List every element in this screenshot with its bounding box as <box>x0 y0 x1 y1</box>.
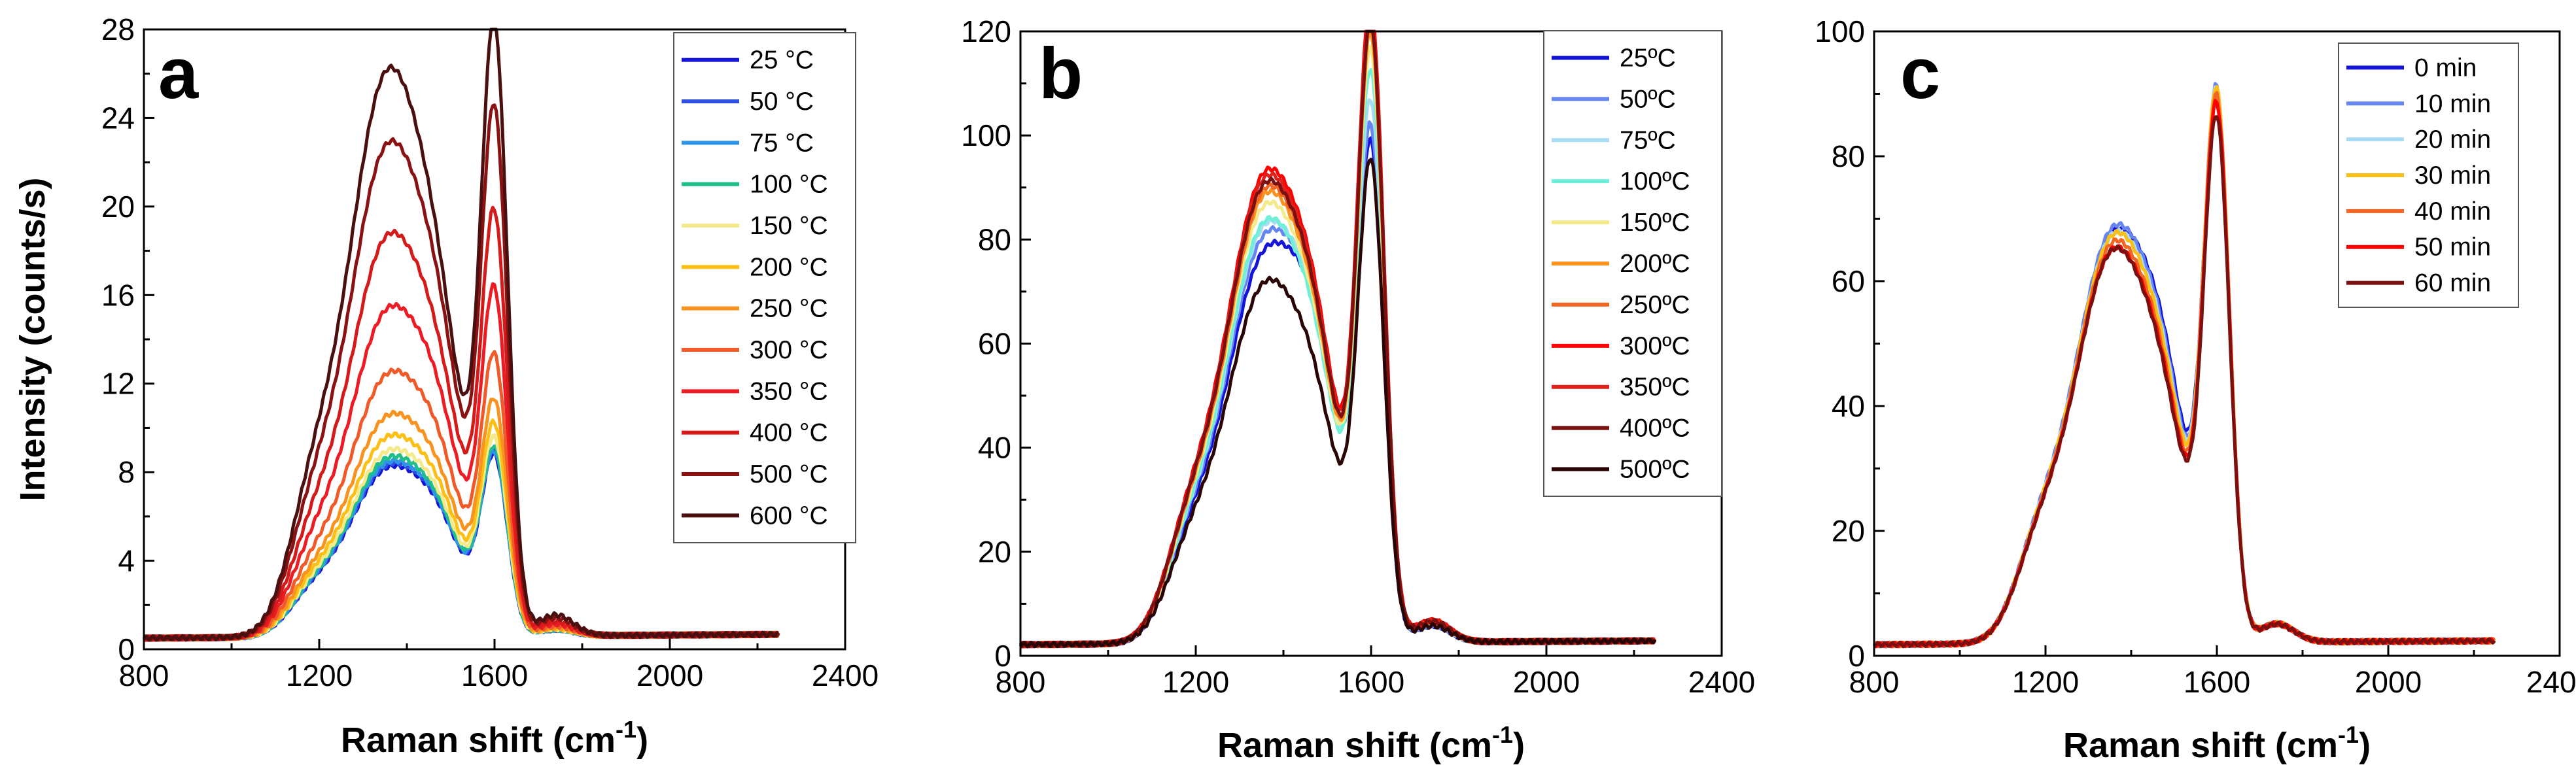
panel-a-y-tick-label-7: 28 <box>101 12 135 46</box>
panel-a-x-tick-label-4: 2400 <box>812 658 879 692</box>
panel-b-legend-label-11: 500ºC <box>1620 456 1690 484</box>
panel-c-x-tick-label-4: 2400 <box>2526 665 2576 699</box>
panel-c-x-tick-label-3: 2000 <box>2355 665 2422 699</box>
panel-c-legend-label-3: 20 min <box>2414 126 2491 154</box>
panel-a-y-tick-label-3: 12 <box>101 367 135 401</box>
panel-a-legend-label-4: 100 °C <box>750 171 828 199</box>
panel-c-y-tick-label-5: 100 <box>1815 14 1865 48</box>
panel-a-legend-label-6: 200 °C <box>750 253 828 281</box>
panel-b-legend-label-7: 250ºC <box>1620 291 1690 319</box>
panel-a: 800 1200 1600 2000 2400 0 4 8 12 16 20 24 28 a Inten… <box>13 12 879 760</box>
panel-b-x-axis-title: Raman shift (cm-1) <box>1217 721 1525 765</box>
panel-a-legend-label-7: 250 °C <box>750 295 828 323</box>
panel-a-legend-box <box>673 32 856 543</box>
panel-c-y-tick-label-1: 20 <box>1832 514 1865 548</box>
panel-c-x-axis-title-main: Raman shift (cm <box>2063 726 2338 765</box>
panel-a-y-axis-title: Intensity (counts/s) <box>13 177 52 501</box>
panel-b-y-tick-label-2: 40 <box>978 431 1011 465</box>
panel-c-legend-label-2: 10 min <box>2414 90 2491 118</box>
panel-c-letter: c <box>1900 33 1940 114</box>
panel-a-x-axis-title-main: Raman shift (cm <box>341 721 616 760</box>
panel-b-x-tick-label-0: 800 <box>996 665 1046 699</box>
panel-a-legend-label-10: 400 °C <box>750 419 828 447</box>
panel-b-legend-label-6: 200ºC <box>1620 250 1690 278</box>
panel-b-legend-label-2: 50ºC <box>1620 85 1676 113</box>
panel-c-y-tick-label-0: 0 <box>1848 639 1865 673</box>
panel-a-y-tick-label-5: 20 <box>101 190 135 224</box>
panel-b-legend-label-5: 150ºC <box>1620 209 1690 237</box>
panel-b-series-line-11 <box>1018 158 1657 649</box>
panel-a-x-axis-title: Raman shift (cm-1) <box>341 716 648 760</box>
panel-a-y-tick-label-2: 8 <box>118 455 135 489</box>
panel-a-series <box>142 27 780 642</box>
panel-a-legend-label-9: 350 °C <box>750 377 828 405</box>
panel-c-legend-label-7: 60 min <box>2414 269 2491 298</box>
panel-a-legend-label-3: 75 °C <box>750 129 814 157</box>
panel-c-y-tick-label-4: 80 <box>1832 139 1865 173</box>
panel-a-y-tick-label-1: 4 <box>118 544 135 578</box>
panel-c-x-tick-label-1: 1200 <box>2012 665 2079 699</box>
panel-b-x-tick-label-4: 2400 <box>1688 665 1755 699</box>
panel-a-x-tick-label-1: 1200 <box>286 658 353 692</box>
panel-b-legend-label-8: 300ºC <box>1620 332 1690 360</box>
panel-a-legend-label-5: 150 °C <box>750 212 828 240</box>
panel-a-x-tick-label-3: 2000 <box>636 658 703 692</box>
panel-b-x-tick-label-1: 1200 <box>1162 665 1229 699</box>
panel-a-x-tick-label-2: 1600 <box>461 658 528 692</box>
panel-c-legend-label-1: 0 min <box>2414 54 2477 82</box>
panel-c-x-axis-title: Raman shift (cm-1) <box>2063 721 2371 765</box>
panel-c-series <box>1872 82 2496 649</box>
panel-a-y-tick-label-6: 24 <box>101 101 135 135</box>
panel-c-x-tick-label-2: 1600 <box>2184 665 2250 699</box>
panel-b-legend-label-3: 75ºC <box>1620 126 1676 154</box>
panel-c-x-tick-label-0: 800 <box>1849 665 1900 699</box>
panel-c-y-tick-label-3: 60 <box>1832 264 1865 298</box>
panel-c-legend-label-4: 30 min <box>2414 162 2491 190</box>
panel-b-y-tick-label-3: 60 <box>978 327 1011 361</box>
panel-a-y-tick-label-0: 0 <box>118 632 135 666</box>
panel-a-ticks: 800 1200 1600 2000 2400 0 4 8 12 16 20 24 28 <box>101 12 879 692</box>
panel-b-legend-label-10: 400ºC <box>1620 415 1690 443</box>
panel-b-legend-label-4: 100ºC <box>1620 167 1690 196</box>
panel-b-y-tick-label-4: 80 <box>978 222 1011 256</box>
panel-c: 800 1200 1600 2000 2400 0 20 40 60 80 100 c Raman … <box>1815 14 2576 765</box>
panel-c-legend-label-6: 50 min <box>2414 233 2491 262</box>
panel-a-x-tick-label-0: 800 <box>119 658 169 692</box>
panel-b-series <box>1018 29 1657 649</box>
panel-a-letter: a <box>158 33 199 114</box>
panel-b-ticks: 800 1200 1600 2000 2400 0 20 40 60 80 100 120 <box>961 14 1755 699</box>
panel-c-x-axis-title-end: ) <box>2359 726 2371 765</box>
panel-b-x-axis-title-sup: -1 <box>1492 721 1513 748</box>
panel-b-x-axis-title-end: ) <box>1513 726 1525 765</box>
panel-b-y-tick-label-5: 100 <box>961 118 1011 152</box>
panel-c-legend-label-5: 40 min <box>2414 197 2491 226</box>
panel-c-legend: 0 min 10 min 20 min 30 min 40 min 50 min 60 mi… <box>2338 42 2519 308</box>
panel-b-y-tick-label-6: 120 <box>961 14 1011 48</box>
panel-b-letter: b <box>1039 33 1083 114</box>
panel-a-legend-label-8: 300 °C <box>750 336 828 364</box>
panel-a-legend-label-1: 25 °C <box>750 46 814 75</box>
panel-b-x-tick-label-2: 1600 <box>1338 665 1404 699</box>
panel-a-x-axis-title-end: ) <box>636 721 648 760</box>
panel-a-legend-label-2: 50 °C <box>750 88 814 116</box>
panel-a-legend: 25 °C 50 °C 75 °C 100 °C 150 °C 200 °C 250 °C 3… <box>673 32 856 543</box>
panel-b: 800 1200 1600 2000 2400 0 20 40 60 80 100 120 b Ram… <box>961 14 1755 765</box>
panel-c-y-tick-label-2: 40 <box>1832 389 1865 423</box>
panel-b-legend-label-1: 25ºC <box>1620 44 1676 72</box>
panel-b-legend-label-9: 350ºC <box>1620 373 1690 401</box>
panel-a-x-axis-title-sup: -1 <box>616 716 636 743</box>
panel-b-y-tick-label-1: 20 <box>978 535 1011 569</box>
panel-a-legend-label-11: 500 °C <box>750 460 828 488</box>
panel-c-series-line-7 <box>1873 115 2496 649</box>
panel-a-legend-label-12: 600 °C <box>750 502 828 530</box>
panel-b-x-axis-title-main: Raman shift (cm <box>1217 726 1492 765</box>
panel-a-series-line-12 <box>143 27 779 642</box>
panel-b-y-tick-label-0: 0 <box>994 639 1011 673</box>
panel-c-x-axis-title-sup: -1 <box>2338 721 2359 748</box>
panel-b-x-tick-label-3: 2000 <box>1513 665 1580 699</box>
panel-c-ticks: 800 1200 1600 2000 2400 0 20 40 60 80 100 <box>1815 14 2576 699</box>
panel-b-legend: 25ºC 50ºC 75ºC 100ºC 150ºC 200ºC 250ºC 300ºC 350… <box>1543 30 1722 497</box>
panel-a-y-tick-label-4: 16 <box>101 278 135 312</box>
